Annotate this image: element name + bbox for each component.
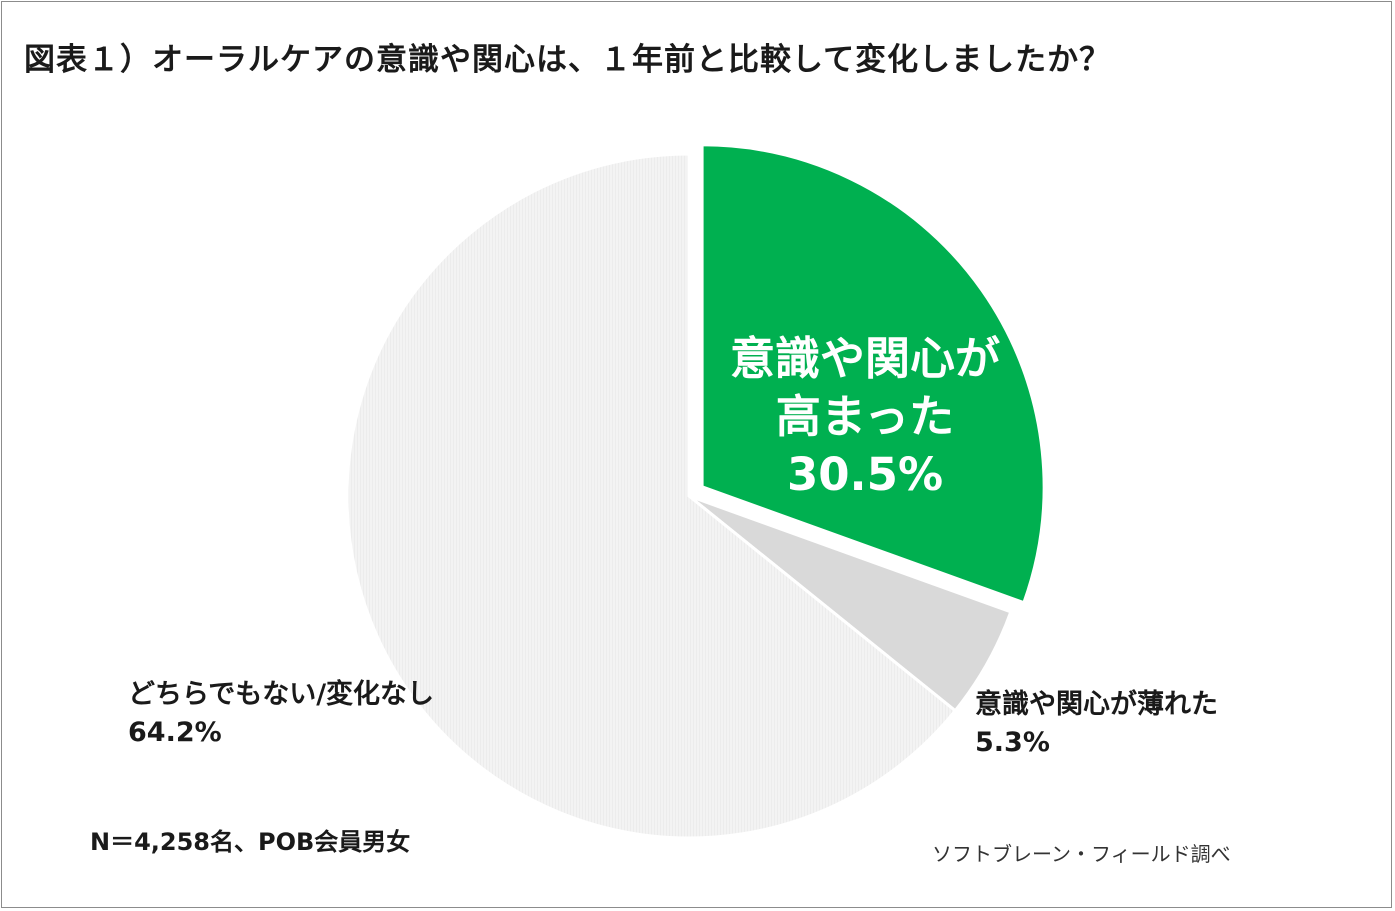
slice-label-no-change: どちらでもない/変化なし 64.2% (128, 676, 434, 752)
pie-slice-no-change (345, 152, 958, 840)
source-note: ソフトブレーン・フィールド調べ (932, 842, 1231, 866)
slice-label-increased: 意識や関心が 高まった 30.5% (705, 330, 1025, 504)
slice-label-no-change-text: どちらでもない/変化なし (128, 679, 435, 710)
slice-label-decreased: 意識や関心が薄れた 5.3% (975, 686, 1218, 762)
chart-title: 図表１）オーラルケアの意識や関心は、１年前と比較して変化しましたか？ (24, 42, 1112, 78)
slice-label-increased-line1: 意識や関心が (729, 332, 1000, 385)
slice-value-increased: 30.5% (786, 448, 944, 501)
slice-label-decreased-text: 意識や関心が薄れた (975, 689, 1218, 720)
pie-slices (345, 143, 1046, 840)
slice-value-decreased: 5.3% (975, 727, 1050, 758)
pie-slice-increased (700, 143, 1046, 605)
slice-value-no-change: 64.2% (128, 717, 222, 748)
sample-note: N＝4,258名、POB会員男女 (90, 828, 411, 856)
slice-label-increased-line2: 高まった (775, 390, 955, 443)
